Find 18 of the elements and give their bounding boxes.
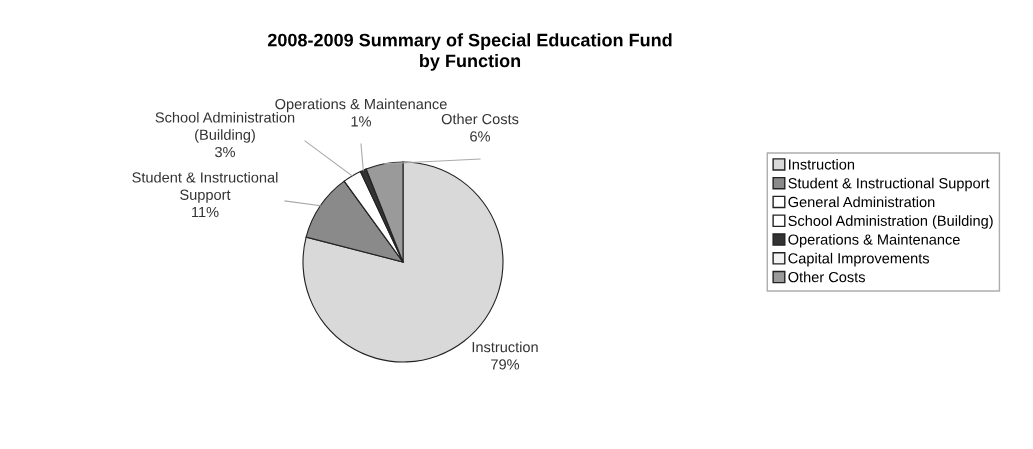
legend-label: Instruction	[789, 158, 855, 170]
legend-label: Other Costs	[788, 271, 865, 283]
legend-label: Capital Improvements	[788, 252, 930, 267]
slice-label: Other Costs	[441, 113, 519, 125]
chart-title: 2008-2009 Summary of Special Education Fund by Function	[267, 33, 672, 71]
slice-label: Student & Instructional Support	[132, 171, 278, 203]
slice-label: Operations & Maintenance	[275, 98, 447, 113]
data-label: 11%	[192, 206, 219, 218]
slice-label: Instruction	[472, 341, 538, 353]
data-label: 1%	[351, 116, 372, 127]
data-label: 3%	[215, 146, 236, 158]
data-label: 6%	[470, 131, 491, 142]
legend-label: General Administration	[788, 196, 935, 208]
data-label: 79%	[491, 359, 520, 370]
legend-label: Student & Instructional Support	[788, 177, 990, 192]
legend-label: Operations & Maintenance	[788, 234, 960, 248]
legend-label: School Administration (Building)	[788, 215, 993, 229]
slice-label: School Administration (Building)	[155, 111, 295, 143]
